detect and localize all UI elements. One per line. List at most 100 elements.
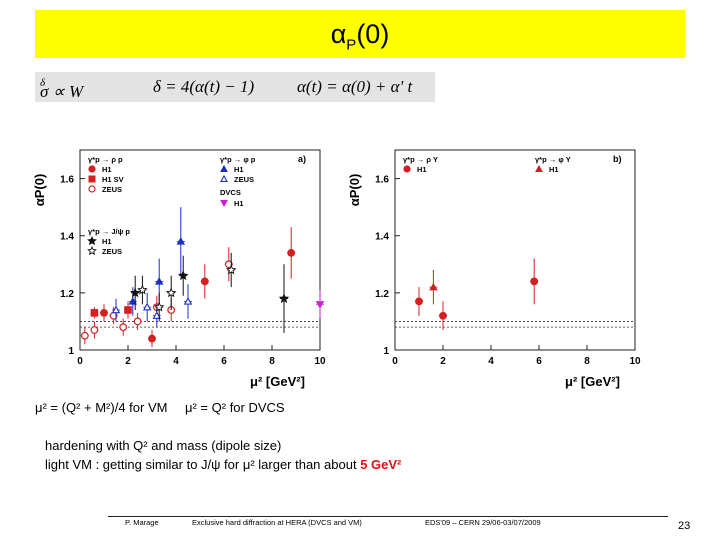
footer-talk: Exclusive hard diffraction at HERA (DVCS… (192, 518, 362, 527)
plot-a-legend-marker-5 (87, 235, 97, 246)
plot-a-legend-label-7: H1 (234, 199, 244, 208)
note-mu-vm: μ² = (Q² + M²)/4 for VM (35, 400, 168, 415)
plot-b: 0 2 4 6 8 10 1 1.2 1.4 1.6 αP(0) μ² [GeV²] b) γ*p → ρ… (345, 140, 645, 390)
plot-a-point-2-3 (119, 323, 128, 332)
slide-title: αP(0) (35, 19, 685, 53)
formula-delta: δ = 4(α(t) − 1) (153, 77, 255, 96)
plot-a-legend-phi: γ*p → φ p (220, 155, 256, 164)
plot-b-xtick-label-0: 0 (392, 356, 398, 367)
plot-a-point-3-1 (154, 276, 164, 285)
title-rest: (0) (356, 19, 390, 49)
note-light-vm-text: light VM : getting similar to J/ψ for μ²… (45, 457, 357, 472)
plot-a-point-5-0 (129, 287, 141, 298)
plot-b-xlabel: μ² [GeV²] (565, 374, 620, 389)
formula-trajectory: α(t) = α(0) + α' t (297, 77, 413, 96)
plot-a-legend-dvcs: DVCS (220, 188, 241, 197)
plot-a-legend-label-1: H1 SV (102, 175, 124, 184)
plot-a-point-4-1 (142, 302, 152, 311)
plot-b-svg: 0 2 4 6 8 10 1 1.2 1.4 1.6 αP(0) μ² [GeV²] b) γ*p → ρ… (347, 149, 641, 389)
plot-a-point-4-2 (152, 311, 162, 319)
plot-a-xtick-label-1: 2 (125, 356, 131, 367)
plot-a-frame (79, 149, 321, 351)
plot-a-legend-jpsi: γ*p → J/ψ p (88, 227, 130, 236)
title-bar: αP(0) (35, 10, 685, 58)
plot-a-point-5-2 (278, 293, 290, 304)
plot-a-xtick-label-0: 0 (77, 356, 83, 367)
plot-a-point-0-0 (100, 308, 108, 317)
plot-a-legend-rho: γ*p → ρ p (88, 155, 123, 164)
note-light-vm-threshold: 5 GeV² (360, 457, 402, 472)
plot-b-xtick-label-2: 4 (488, 356, 494, 367)
footer-conference: EDS'09 – CERN 29/06-03/07/2009 (425, 518, 541, 527)
plot-b-xtick-label-5: 10 (629, 356, 641, 367)
plot-b-legend-marker-1 (535, 164, 543, 172)
plot-b-legend-marker-0 (403, 165, 411, 173)
plot-b-legend-rho: γ*p → ρ Y (403, 155, 438, 164)
plot-a-legend-label-4: ZEUS (234, 175, 254, 184)
plot-b-panel-label: b) (613, 154, 622, 164)
plot-a-point-6-0 (137, 284, 148, 295)
plot-a-point-5-1 (177, 270, 189, 281)
formula-cross-section-sup: δ (40, 77, 46, 89)
plot-a-ytick-label-1: 1.2 (60, 289, 74, 300)
plot-b-ytick-label-2: 1.4 (375, 232, 389, 243)
plot-a-svg: 0 2 4 6 8 10 1 1.2 1.4 1.6 αP(0) μ² [GeV²] a) γ*p → ρ… (32, 149, 326, 389)
title-alpha: α (330, 19, 347, 49)
plot-a-legend-label-0: H1 (102, 165, 112, 174)
plot-a-point-1-1 (124, 306, 132, 314)
plot-a-point-2-0 (80, 331, 89, 340)
plot-a-ylabel: αP(0) (32, 174, 47, 207)
footer-line (108, 516, 668, 517)
plot-b-xtick-label-4: 8 (584, 356, 590, 367)
plot-b-ytick-label-1: 1.2 (375, 289, 389, 300)
plot-a-xtick-label-3: 6 (221, 356, 227, 367)
plot-a-ytick-label-0: 1 (68, 346, 74, 357)
plot-a-point-2-4 (133, 317, 142, 326)
plot-b-xtick-label-3: 6 (536, 356, 542, 367)
note-light-vm: light VM : getting similar to J/ψ for μ²… (45, 457, 401, 472)
plot-a-legend-marker-1 (88, 175, 96, 183)
plot-b-point-0-0 (415, 297, 423, 306)
footer-author: P. Marage (125, 518, 159, 527)
plot-b-point-0-2 (530, 277, 539, 286)
plot-a-legend-marker-7 (220, 200, 228, 208)
plot-a-point-0-2 (200, 277, 209, 286)
plot-a-point-2-1 (90, 326, 99, 334)
formula-cross-section-text: σ ∝ W (40, 82, 84, 101)
plot-a-legend-label-2: ZEUS (102, 185, 122, 194)
note-hardening: hardening with Q² and mass (dipole size) (45, 438, 282, 453)
plot-b-legend-phi: γ*p → φ Y (535, 155, 571, 164)
plot-a-point-6-3 (225, 264, 237, 275)
plot-a-legend-marker-4 (220, 174, 228, 182)
plot-a-point-0-3 (287, 248, 296, 257)
plot-a-point-6-1 (153, 301, 165, 312)
plot-a-xtick-label-2: 4 (173, 356, 179, 367)
plot-a-ytick-label-3: 1.6 (60, 175, 74, 186)
plot-a-point-6-2 (165, 287, 177, 298)
plot-a-point-4-0 (111, 305, 121, 314)
title-sub: P (346, 36, 357, 54)
plot-b-xtick-label-1: 2 (440, 356, 446, 367)
plot-a: 0 2 4 6 8 10 1 1.2 1.4 1.6 αP(0) μ² [GeV²] a) γ*p → ρ… (30, 140, 330, 390)
plot-a-xlabel: μ² [GeV²] (250, 374, 305, 389)
plot-a-legend-label-3: H1 (234, 165, 244, 174)
plot-a-legend-marker-6 (87, 245, 97, 256)
plot-b-point-1-0 (429, 282, 438, 291)
plot-a-legend-label-5: H1 (102, 237, 112, 246)
plot-a-point-1-0 (90, 309, 99, 317)
plot-a-point-3-2 (176, 236, 186, 245)
plot-b-ytick-label-3: 1.6 (375, 175, 389, 186)
plot-a-point-7-0 (315, 301, 325, 309)
page-number: 23 (678, 520, 691, 532)
plot-a-ytick-label-2: 1.4 (60, 232, 74, 243)
plot-b-legend-label-1: H1 (549, 165, 559, 174)
plot-b-frame (394, 149, 636, 351)
plot-a-point-3-0 (128, 296, 138, 305)
plot-a-point-2-7 (224, 260, 233, 269)
plot-a-legend-label-6: ZEUS (102, 247, 122, 256)
plot-b-ytick-label-0: 1 (383, 346, 389, 357)
plot-a-panel-label: a) (298, 154, 306, 164)
note-mu-dvcs: μ² = Q² for DVCS (185, 400, 285, 415)
